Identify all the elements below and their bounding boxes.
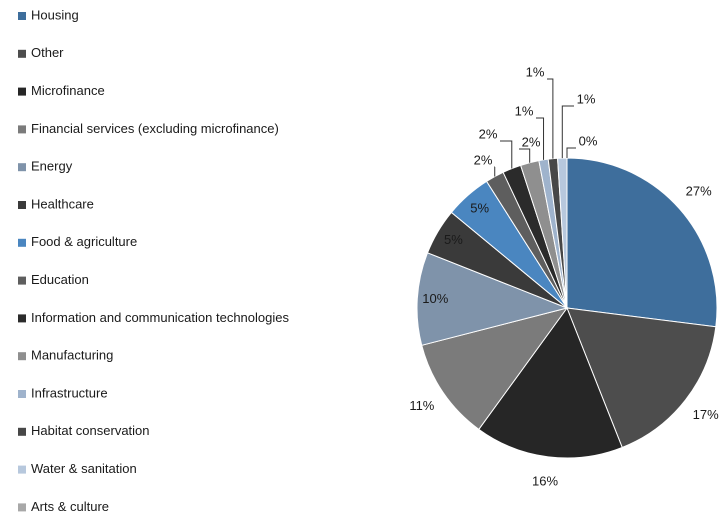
legend-swatch <box>18 503 26 512</box>
legend-swatch <box>18 390 26 398</box>
legend-label: Infrastructure <box>31 385 108 400</box>
leader-line <box>561 105 574 159</box>
pie-slice <box>421 307 569 431</box>
pie-slice <box>566 307 717 449</box>
data-label: 17% <box>693 407 719 422</box>
data-label: 1% <box>526 64 545 79</box>
legend-label: Energy <box>31 159 73 174</box>
data-label: 10% <box>422 291 448 306</box>
leader-line <box>566 147 576 158</box>
legend-label: Other <box>31 45 64 60</box>
legend-label: Food & agriculture <box>31 234 137 249</box>
legend-label: Water & sanitation <box>31 461 137 476</box>
legend-swatch <box>18 238 26 247</box>
legend-swatch <box>18 49 26 58</box>
pie-slice <box>416 252 569 346</box>
legend-swatch <box>18 465 26 474</box>
legend-swatch <box>18 276 26 285</box>
legend-label: Arts & culture <box>31 499 109 514</box>
legend-swatch <box>18 87 26 96</box>
data-label: 5% <box>444 232 463 247</box>
legend-label: Habitat conservation <box>31 423 150 438</box>
pie-slice <box>566 157 718 328</box>
legend-label: Information and communication technologi… <box>31 310 289 325</box>
data-label: 0% <box>579 133 598 148</box>
legend-swatch <box>18 427 26 436</box>
legend-swatch <box>18 201 26 209</box>
data-label: 11% <box>409 398 434 413</box>
legend-label: Microfinance <box>31 83 105 98</box>
data-label: 1% <box>577 91 596 106</box>
leader-line <box>536 117 545 160</box>
legend-swatch <box>18 163 26 172</box>
data-label: 5% <box>470 200 489 215</box>
legend-swatch <box>18 352 26 361</box>
legend-swatch <box>18 12 26 20</box>
legend-swatch <box>18 314 26 323</box>
leader-line <box>500 140 513 169</box>
data-label: 2% <box>522 134 541 149</box>
legend-swatch <box>18 125 26 134</box>
legend-label: Housing <box>31 7 79 22</box>
data-label: 1% <box>515 103 534 118</box>
data-label: 27% <box>686 183 712 198</box>
legend-label: Manufacturing <box>31 348 113 363</box>
data-label: 2% <box>479 126 498 141</box>
legend-label: Education <box>31 272 89 287</box>
data-label: 16% <box>532 474 558 489</box>
legend-label: Financial services (excluding microfinan… <box>31 121 279 136</box>
legend-label: Healthcare <box>31 196 94 211</box>
pie-slice <box>478 306 623 459</box>
leader-line <box>547 78 554 159</box>
data-label: 2% <box>474 152 493 167</box>
leader-line <box>519 148 531 163</box>
